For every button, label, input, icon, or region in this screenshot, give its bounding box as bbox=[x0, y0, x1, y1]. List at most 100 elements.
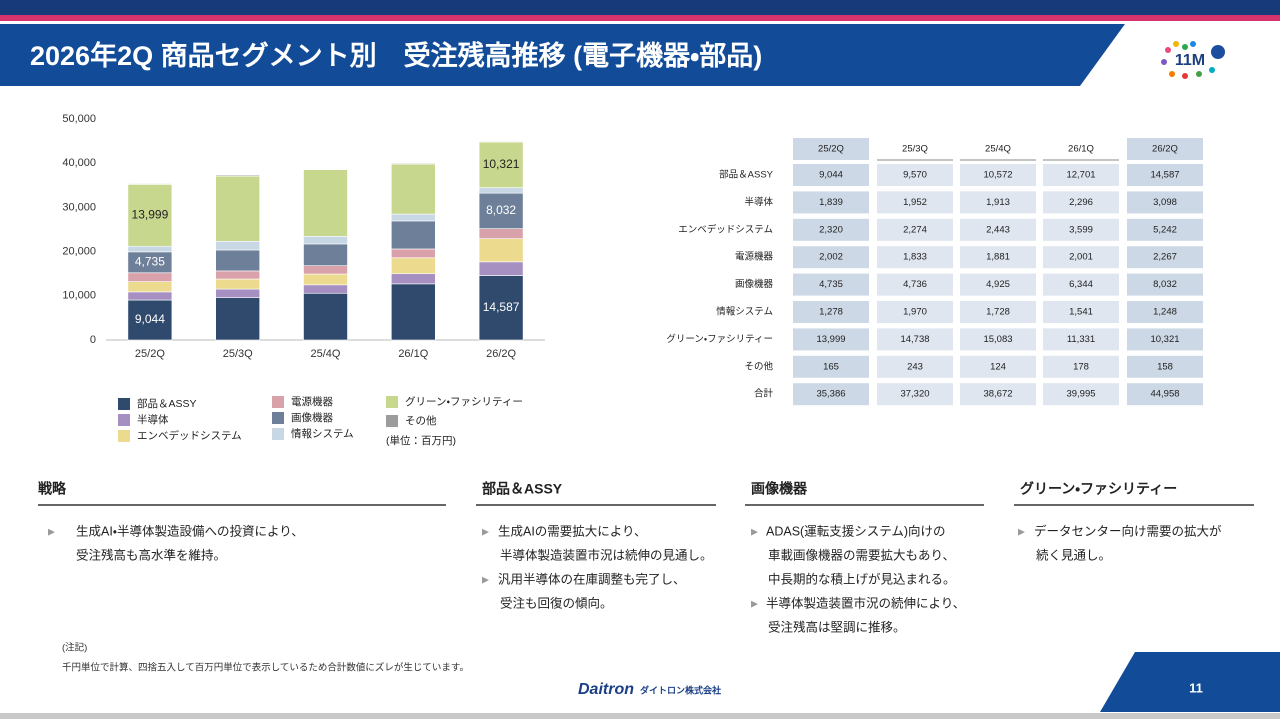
table-cell: 44,958 bbox=[1150, 389, 1179, 400]
table-row-label: エンベデッドシステム bbox=[678, 223, 773, 235]
bullet-marker: ▶ bbox=[1018, 526, 1025, 536]
table-cell-bg bbox=[793, 191, 869, 214]
table-cell: 9,570 bbox=[903, 170, 927, 181]
y-tick-label: 20,000 bbox=[62, 246, 96, 258]
bar-segment bbox=[215, 240, 260, 251]
table-cell-bg bbox=[877, 301, 953, 323]
table-cell: 12,701 bbox=[1066, 170, 1095, 181]
table-cell: 8,032 bbox=[1153, 279, 1177, 290]
bar-segment bbox=[215, 288, 260, 299]
table-cell-bg bbox=[960, 191, 1036, 214]
table-row-label: 半導体 bbox=[744, 196, 773, 208]
table-cell-bg bbox=[1043, 383, 1119, 406]
title-band bbox=[0, 24, 1125, 86]
legend-label: その他 bbox=[405, 414, 437, 427]
bar-segment bbox=[390, 273, 436, 285]
y-tick-label: 50,000 bbox=[62, 113, 96, 125]
table-cell: 5,242 bbox=[1153, 224, 1177, 235]
data-label: 14,587 bbox=[483, 300, 520, 314]
table-cell: 178 bbox=[1073, 361, 1089, 372]
y-tick-label: 40,000 bbox=[62, 157, 96, 169]
table-cell-bg bbox=[1127, 355, 1203, 378]
section-text: 受注も回復の傾向。 bbox=[500, 595, 613, 610]
bar-segment bbox=[127, 291, 173, 301]
table-cell-bg bbox=[960, 273, 1036, 296]
bar-segment bbox=[215, 175, 260, 242]
table-cell-bg bbox=[877, 191, 953, 214]
bar-segment bbox=[478, 238, 524, 263]
table-cell-bg bbox=[793, 246, 869, 269]
data-label: 8,032 bbox=[486, 203, 516, 217]
bar-segment bbox=[215, 249, 260, 272]
section-text: ADAS(運転支援システム)向けの bbox=[766, 523, 946, 538]
table-row-label: 画像機器 bbox=[735, 278, 774, 290]
table-cell-bg bbox=[1127, 273, 1203, 296]
sections: 戦略 ▶ 生成AI・半導体製造設備への投資により、受注残高も高水準を維持。 部品＆AS… bbox=[38, 481, 1254, 634]
bar-segment bbox=[478, 141, 524, 188]
bar-segment bbox=[215, 174, 260, 177]
table-cell-bg bbox=[1127, 328, 1203, 351]
table-header-cell bbox=[1127, 138, 1203, 160]
table-cell-bg bbox=[960, 328, 1036, 351]
table-cell-bg bbox=[960, 383, 1036, 406]
table-header: 25/4Q bbox=[985, 144, 1011, 155]
section-text: 受注残高は堅調に推移。 bbox=[768, 619, 906, 634]
table-cell: 13,999 bbox=[816, 334, 845, 345]
legend-swatch bbox=[118, 414, 130, 426]
page-number: 11 bbox=[1189, 680, 1203, 695]
table-cell: 1,248 bbox=[1153, 307, 1177, 318]
legend-swatch bbox=[118, 430, 130, 442]
y-tick-label: 0 bbox=[90, 334, 96, 346]
table-row-label: その他 bbox=[744, 360, 773, 372]
table-cell-bg bbox=[793, 273, 869, 296]
legend-swatch bbox=[118, 398, 130, 410]
table-cell: 1,881 bbox=[986, 252, 1010, 263]
bar-segment bbox=[478, 228, 524, 239]
legend-label: 部品＆ASSY bbox=[137, 398, 197, 410]
legend-swatch bbox=[272, 428, 284, 440]
x-tick-label: 25/3Q bbox=[223, 348, 253, 360]
legend-swatch bbox=[272, 396, 284, 408]
legend-label: 半導体 bbox=[137, 413, 169, 426]
top-bar bbox=[0, 0, 1280, 15]
table-cell-bg bbox=[877, 246, 953, 269]
x-tick-label: 25/2Q bbox=[135, 348, 165, 360]
section-title: グリーン・ファシリティー bbox=[1020, 481, 1177, 497]
table-cell-bg bbox=[793, 301, 869, 323]
bar-segment bbox=[215, 278, 260, 290]
table-header-cell bbox=[793, 138, 869, 160]
bar-segment bbox=[127, 184, 173, 247]
table-cell-bg bbox=[1043, 328, 1119, 351]
table-cell: 3,098 bbox=[1153, 197, 1177, 208]
table-cell-bg bbox=[1043, 191, 1119, 214]
table-cell-bg bbox=[960, 355, 1036, 378]
bottom-bar bbox=[0, 713, 1280, 719]
table-cell: 1,728 bbox=[986, 307, 1010, 318]
bar-segment bbox=[127, 183, 173, 185]
table-row-label: 部品＆ASSY bbox=[719, 170, 774, 181]
legend-label: 画像機器 bbox=[291, 411, 333, 424]
legend-swatch bbox=[272, 412, 284, 424]
bar-segment bbox=[127, 299, 173, 341]
bar-segment bbox=[303, 243, 348, 267]
table-cell: 1,952 bbox=[903, 197, 927, 208]
table-cell: 2,296 bbox=[1069, 197, 1093, 208]
table-cell: 243 bbox=[907, 361, 923, 372]
footer-company: ダイトロン株式会社 bbox=[640, 684, 721, 695]
data-label: 9,044 bbox=[135, 312, 165, 326]
bar-segment bbox=[215, 297, 260, 341]
logo-text: 11M bbox=[1175, 52, 1205, 69]
table-cell: 1,913 bbox=[986, 197, 1010, 208]
table-cell: 3,599 bbox=[1069, 224, 1093, 235]
table-cell: 11,331 bbox=[1067, 334, 1095, 345]
table-header: 25/3Q bbox=[902, 144, 928, 155]
bullet-marker: ▶ bbox=[751, 598, 758, 608]
table-cell: 2,443 bbox=[986, 224, 1010, 235]
legend-swatch bbox=[386, 396, 398, 408]
legend-label: 情報システム bbox=[291, 427, 354, 440]
table-cell: 39,995 bbox=[1066, 389, 1095, 400]
data-label: 10,321 bbox=[483, 157, 520, 171]
